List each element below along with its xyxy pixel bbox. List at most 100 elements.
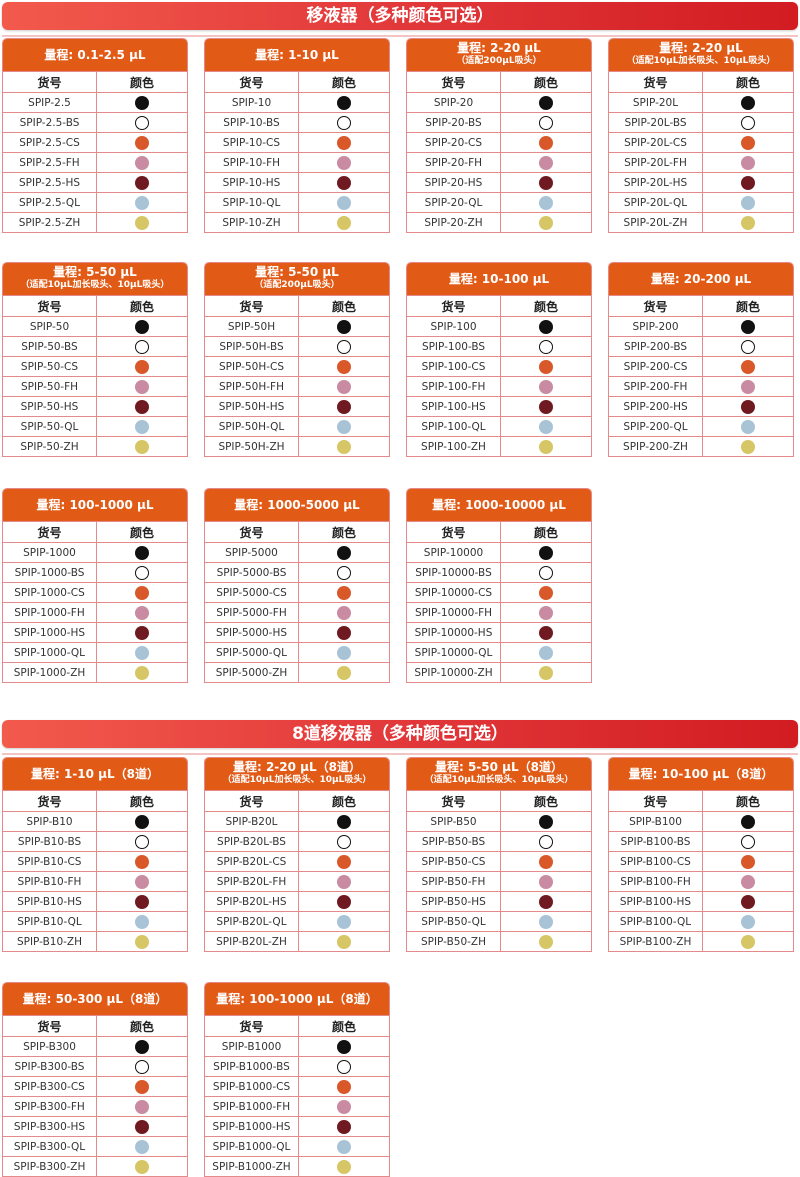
color-swatch-white xyxy=(135,834,149,849)
color-swatch-maroon xyxy=(539,625,553,640)
table-header: 量程: 100-1000 μL xyxy=(3,489,187,521)
table-row: SPIP-10-FH xyxy=(205,152,389,172)
color-swatch-maroon xyxy=(337,625,351,640)
table-row: SPIP-50-HS xyxy=(3,396,187,416)
tip-note: （适配200μL吸头） xyxy=(254,280,340,290)
product-code: SPIP-B100-FH xyxy=(609,872,703,891)
table-row: SPIP-200-BS xyxy=(609,336,793,356)
table-row: SPIP-1000-FH xyxy=(3,602,187,622)
product-code: SPIP-20-HS xyxy=(407,173,501,192)
table-row: SPIP-2.5-CS xyxy=(3,132,187,152)
table-row: SPIP-B1000-HS xyxy=(205,1116,389,1136)
table-row: SPIP-100-QL xyxy=(407,416,591,436)
table-row: SPIP-B100 xyxy=(609,811,793,831)
product-code: SPIP-B10-CS xyxy=(3,852,97,871)
tip-note: （适配10μL加长吸头、10μL吸头） xyxy=(626,56,776,66)
color-swatch-light-blue xyxy=(337,195,351,210)
product-code: SPIP-5000 xyxy=(205,543,299,562)
product-code: SPIP-5000-HS xyxy=(205,623,299,642)
column-header-row: 货号 颜色 xyxy=(407,790,591,811)
product-code: SPIP-10000-ZH xyxy=(407,663,501,682)
product-code: SPIP-1000-FH xyxy=(3,603,97,622)
table-row: SPIP-100-CS xyxy=(407,356,591,376)
product-code: SPIP-1000 xyxy=(3,543,97,562)
color-swatch-yellow xyxy=(539,665,553,680)
tip-note: （适配10μL加长吸头、10μL吸头） xyxy=(424,775,574,785)
table-row: SPIP-100-ZH xyxy=(407,436,591,456)
table-row: SPIP-10000-QL xyxy=(407,642,591,662)
color-swatch-white xyxy=(539,834,553,849)
product-code: SPIP-20-CS xyxy=(407,133,501,152)
color-swatch-light-blue xyxy=(337,1139,351,1154)
table-row: SPIP-B20L-HS xyxy=(205,891,389,911)
table-row: SPIP-B50-HS xyxy=(407,891,591,911)
table-row: SPIP-2.5-HS xyxy=(3,172,187,192)
table-row: SPIP-20L-BS xyxy=(609,112,793,132)
product-code: SPIP-100 xyxy=(407,317,501,336)
color-swatch-pink xyxy=(135,379,149,394)
color-swatch-pink xyxy=(539,874,553,889)
column-header-code: 货号 xyxy=(205,72,299,92)
table-row: SPIP-B10 xyxy=(3,811,187,831)
color-swatch-black xyxy=(337,95,351,110)
column-header-color: 颜色 xyxy=(129,299,154,314)
table-header: 量程: 1000-5000 μL xyxy=(205,489,389,521)
table-row: SPIP-B1000-BS xyxy=(205,1056,389,1076)
range-title: 量程: 2-20 μL（8道） xyxy=(232,760,361,774)
product-code: SPIP-2.5-BS xyxy=(3,113,97,132)
table-row: SPIP-20-ZH xyxy=(407,212,591,232)
color-swatch-maroon xyxy=(135,399,149,414)
product-code: SPIP-10000-CS xyxy=(407,583,501,602)
table-row: SPIP-20-FH xyxy=(407,152,591,172)
table-row: SPIP-20-CS xyxy=(407,132,591,152)
product-code: SPIP-20-QL xyxy=(407,193,501,212)
product-code: SPIP-B20L-BS xyxy=(205,832,299,851)
product-code: SPIP-10-FH xyxy=(205,153,299,172)
color-swatch-maroon xyxy=(539,175,553,190)
color-swatch-black xyxy=(135,1039,149,1054)
product-code: SPIP-200-ZH xyxy=(609,437,703,456)
product-code: SPIP-10000-FH xyxy=(407,603,501,622)
table-header: 量程: 1-10 μL（8道） xyxy=(3,758,187,790)
color-swatch-black xyxy=(741,95,755,110)
product-code: SPIP-B100-HS xyxy=(609,892,703,911)
product-code: SPIP-B50-CS xyxy=(407,852,501,871)
table-row: SPIP-50-CS xyxy=(3,356,187,376)
color-swatch-maroon xyxy=(741,175,755,190)
column-header-code: 货号 xyxy=(3,791,97,811)
product-table: 量程: 100-1000 μL 货号 颜色 SPIP-1000 SPIP-1000-BS… xyxy=(2,488,188,683)
color-swatch-orange xyxy=(337,585,351,600)
table-row: SPIP-B300-CS xyxy=(3,1076,187,1096)
table-row: SPIP-10000-BS xyxy=(407,562,591,582)
color-swatch-maroon xyxy=(337,175,351,190)
color-swatch-yellow xyxy=(741,439,755,454)
product-code: SPIP-B1000-BS xyxy=(205,1057,299,1076)
range-title: 量程: 5-50 μL xyxy=(53,265,137,279)
product-code: SPIP-1000-BS xyxy=(3,563,97,582)
color-swatch-orange xyxy=(135,359,149,374)
color-swatch-black xyxy=(337,545,351,560)
table-row: SPIP-2.5-QL xyxy=(3,192,187,212)
product-code: SPIP-50H-CS xyxy=(205,357,299,376)
range-title: 量程: 1-10 μL（8道） xyxy=(30,766,159,781)
product-code: SPIP-B100 xyxy=(609,812,703,831)
product-code: SPIP-B100-BS xyxy=(609,832,703,851)
color-swatch-maroon xyxy=(135,894,149,909)
color-swatch-yellow xyxy=(741,934,755,949)
table-row: SPIP-50-QL xyxy=(3,416,187,436)
table-row: SPIP-5000 xyxy=(205,542,389,562)
table-row: SPIP-10000-FH xyxy=(407,602,591,622)
product-code: SPIP-20L-HS xyxy=(609,173,703,192)
product-code: SPIP-20-FH xyxy=(407,153,501,172)
table-row: SPIP-50 xyxy=(3,316,187,336)
color-swatch-yellow xyxy=(337,439,351,454)
color-swatch-white xyxy=(539,115,553,130)
product-code: SPIP-5000-QL xyxy=(205,643,299,662)
table-row: SPIP-10000-CS xyxy=(407,582,591,602)
table-row: SPIP-10-HS xyxy=(205,172,389,192)
table-row: SPIP-100 xyxy=(407,316,591,336)
color-swatch-white xyxy=(539,565,553,580)
product-code: SPIP-2.5-ZH xyxy=(3,213,97,232)
product-code: SPIP-B1000-FH xyxy=(205,1097,299,1116)
color-swatch-orange xyxy=(337,1079,351,1094)
